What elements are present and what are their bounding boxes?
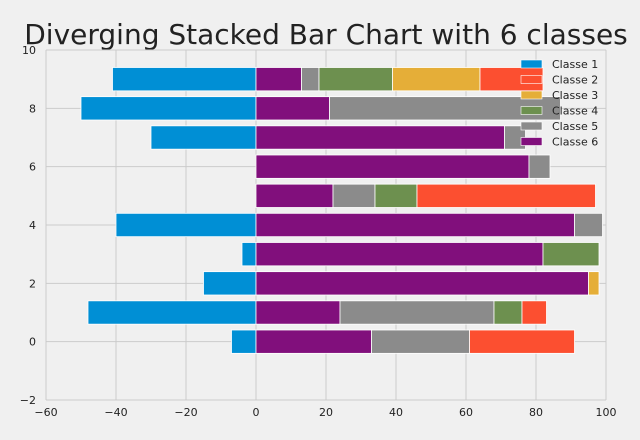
legend-label: Classe 3: [552, 89, 598, 102]
bar-classe-1: [115, 212, 257, 238]
bar-classe-3: [588, 271, 600, 296]
bar-classe-6: [255, 271, 589, 296]
x-tick-label: 0: [253, 406, 260, 419]
bar-classe-6: [255, 67, 302, 92]
bar-classe-2: [469, 329, 575, 354]
legend-swatch: [520, 137, 543, 146]
x-axis-ticks: −60 −40 −20 0 20 40 60 80 100: [34, 406, 616, 419]
x-tick-label: 100: [596, 406, 617, 419]
bar-classe-6: [255, 96, 330, 121]
bar-classe-6: [255, 300, 341, 325]
y-tick-label: 6: [29, 161, 36, 174]
bar-classe-1: [241, 242, 257, 267]
bar-classe-5: [339, 300, 495, 325]
x-tick-label: 60: [459, 406, 473, 419]
bar-classe-6: [255, 125, 505, 150]
legend-label: Classe 6: [552, 136, 598, 149]
legend-label: Classe 4: [552, 105, 598, 118]
bar-classe-6: [255, 154, 530, 179]
bars-group: [80, 67, 603, 354]
legend-label: Classe 1: [552, 58, 598, 71]
legend-swatch: [520, 59, 543, 69]
x-tick-label: −60: [34, 406, 57, 419]
bar-classe-5: [528, 154, 551, 179]
y-tick-label: −2: [20, 394, 36, 407]
bar-classe-5: [301, 67, 320, 92]
bar-classe-1: [87, 300, 257, 325]
bar-classe-1: [80, 96, 257, 121]
bar-classe-6: [255, 242, 544, 267]
legend-swatch: [520, 75, 543, 84]
bar-classe-3: [392, 67, 481, 92]
legend-swatch: [520, 90, 543, 100]
bar-classe-1: [231, 329, 257, 354]
legend-label: Classe 2: [552, 74, 598, 87]
bar-classe-2: [521, 300, 547, 325]
bar-classe-6: [255, 329, 372, 354]
bar-classe-4: [374, 183, 418, 208]
bar-classe-5: [329, 96, 561, 121]
y-tick-label: 2: [29, 277, 36, 290]
y-axis-ticks: −2 0 2 4 6 8 10: [20, 44, 36, 407]
x-tick-label: 80: [529, 406, 543, 419]
legend-swatch: [520, 121, 543, 131]
bar-classe-2: [479, 67, 544, 92]
y-tick-label: 8: [29, 102, 36, 115]
bar-classe-4: [493, 300, 523, 325]
bar-classe-1: [150, 125, 257, 150]
bar-classe-2: [416, 183, 596, 208]
chart-title: Diverging Stacked Bar Chart with 6 class…: [24, 18, 628, 51]
bar-classe-5: [332, 183, 376, 208]
bar-classe-1: [112, 67, 257, 92]
bar-classe-6: [255, 212, 575, 238]
bar-classe-6: [255, 183, 334, 208]
y-tick-label: 10: [22, 44, 36, 57]
legend-swatch: [520, 106, 543, 115]
x-tick-label: −40: [104, 406, 127, 419]
x-tick-label: 20: [319, 406, 333, 419]
bar-classe-5: [574, 212, 603, 238]
bar-classe-4: [318, 67, 393, 92]
y-tick-label: 0: [29, 336, 36, 349]
bar-classe-4: [542, 242, 600, 267]
bar-classe-1: [203, 271, 257, 296]
legend: Classe 1 Classe 2 Classe 3 Classe 4 Classe 5…: [520, 58, 598, 149]
legend-label: Classe 5: [552, 120, 598, 133]
x-tick-label: −20: [174, 406, 197, 419]
y-tick-label: 4: [29, 219, 36, 232]
x-tick-label: 40: [389, 406, 403, 419]
bar-classe-5: [371, 329, 470, 354]
